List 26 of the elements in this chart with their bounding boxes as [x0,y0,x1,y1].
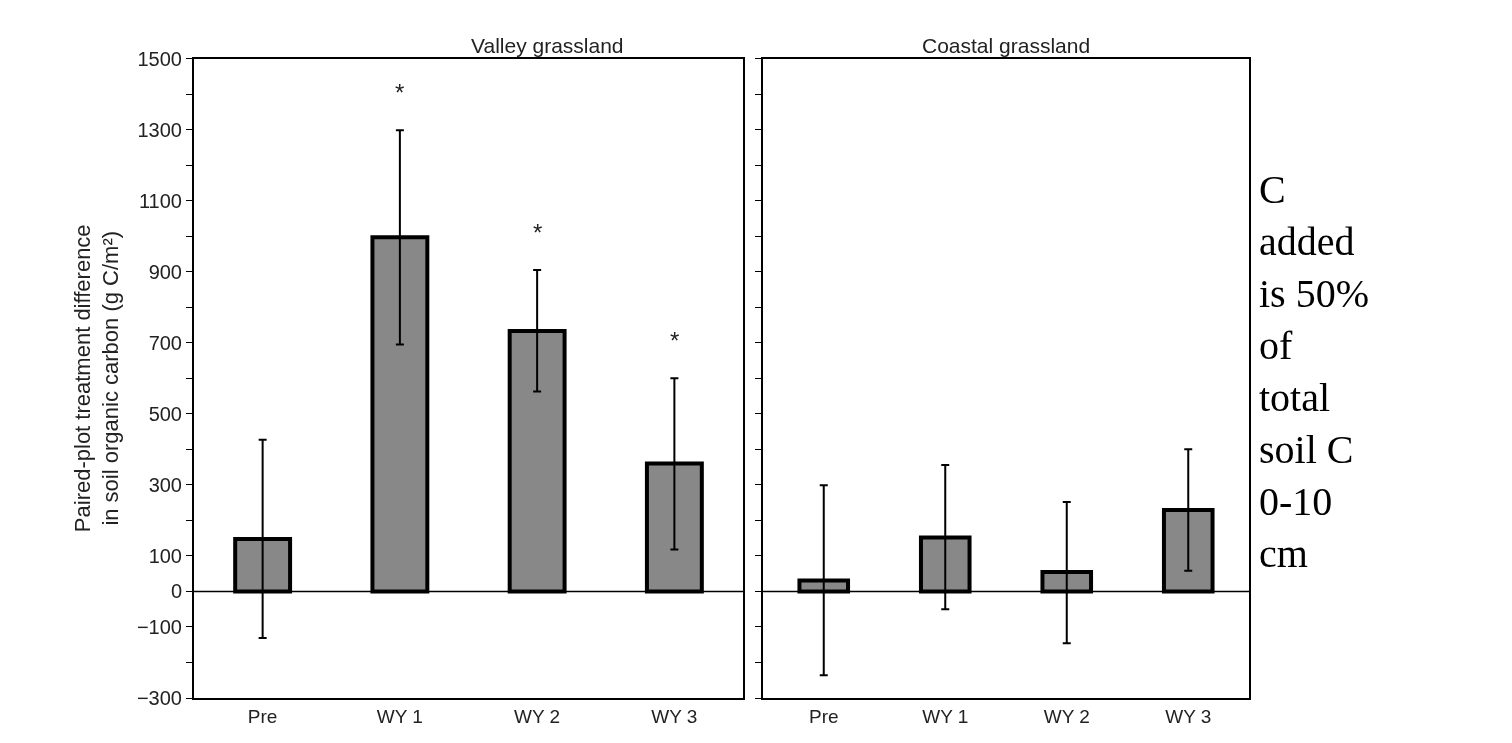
x-tick-label: Pre [247,705,278,727]
y-tick-label: 700 [148,331,182,354]
annotation: * [395,79,405,106]
x-tick-label: WY 1 [376,705,423,727]
x-tick-label: Pre [808,705,839,727]
y-tick-label: 1300 [137,118,182,141]
y-axis-title: Paired-plot treatment difference in soil organic carbon (g C/m²) [69,224,124,533]
y-tick-label: −300 [136,687,182,710]
y-tick-label: 100 [148,544,182,567]
y-tick-label: 1100 [138,189,182,212]
chart-title: Valley grassland [471,34,624,57]
x-tick-label: WY 1 [922,705,969,727]
y-tick-label: 1500 [137,47,182,70]
text: C added is 50% of total soil C 0-10 cm [1259,167,1369,576]
x-tick-label: WY 2 [1043,705,1090,727]
y-tick-label: 500 [148,402,182,425]
x-tick-label: WY 3 [651,705,698,727]
y-tick-label: 900 [148,260,182,283]
y-tick-label: 300 [148,473,182,496]
y-tick-label: 0 [170,580,182,603]
x-tick-label: WY 3 [1165,705,1212,727]
annotation: * [670,327,680,354]
y-tick-label: −100 [136,615,182,638]
annotation: * [533,219,543,246]
x-tick-label: WY 2 [514,705,561,727]
chart-title: Coastal grassland [922,34,1091,57]
